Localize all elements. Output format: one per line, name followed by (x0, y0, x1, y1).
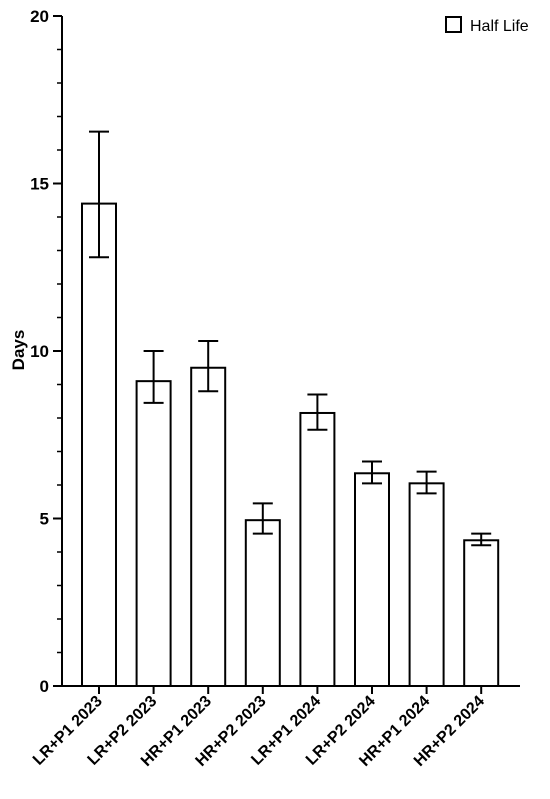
bars-group (81, 130, 500, 688)
y-tick-label: 10 (30, 342, 49, 361)
bar (299, 411, 336, 687)
legend-label: Half Life (470, 18, 529, 35)
bar (135, 380, 172, 687)
bar (244, 519, 281, 687)
y-tick-label: 15 (30, 175, 49, 194)
y-tick-label: 5 (40, 510, 49, 529)
y-tick-label: 20 (30, 7, 49, 26)
legend: Half Life (445, 16, 529, 35)
bar (190, 366, 227, 687)
bar (81, 202, 117, 687)
axes-group (53, 15, 520, 694)
y-tick-label: 0 (40, 677, 49, 696)
y-axis-title: Days (9, 330, 28, 371)
bar (408, 482, 445, 688)
bar (463, 539, 500, 688)
bar (354, 472, 390, 687)
legend-swatch (445, 16, 462, 33)
